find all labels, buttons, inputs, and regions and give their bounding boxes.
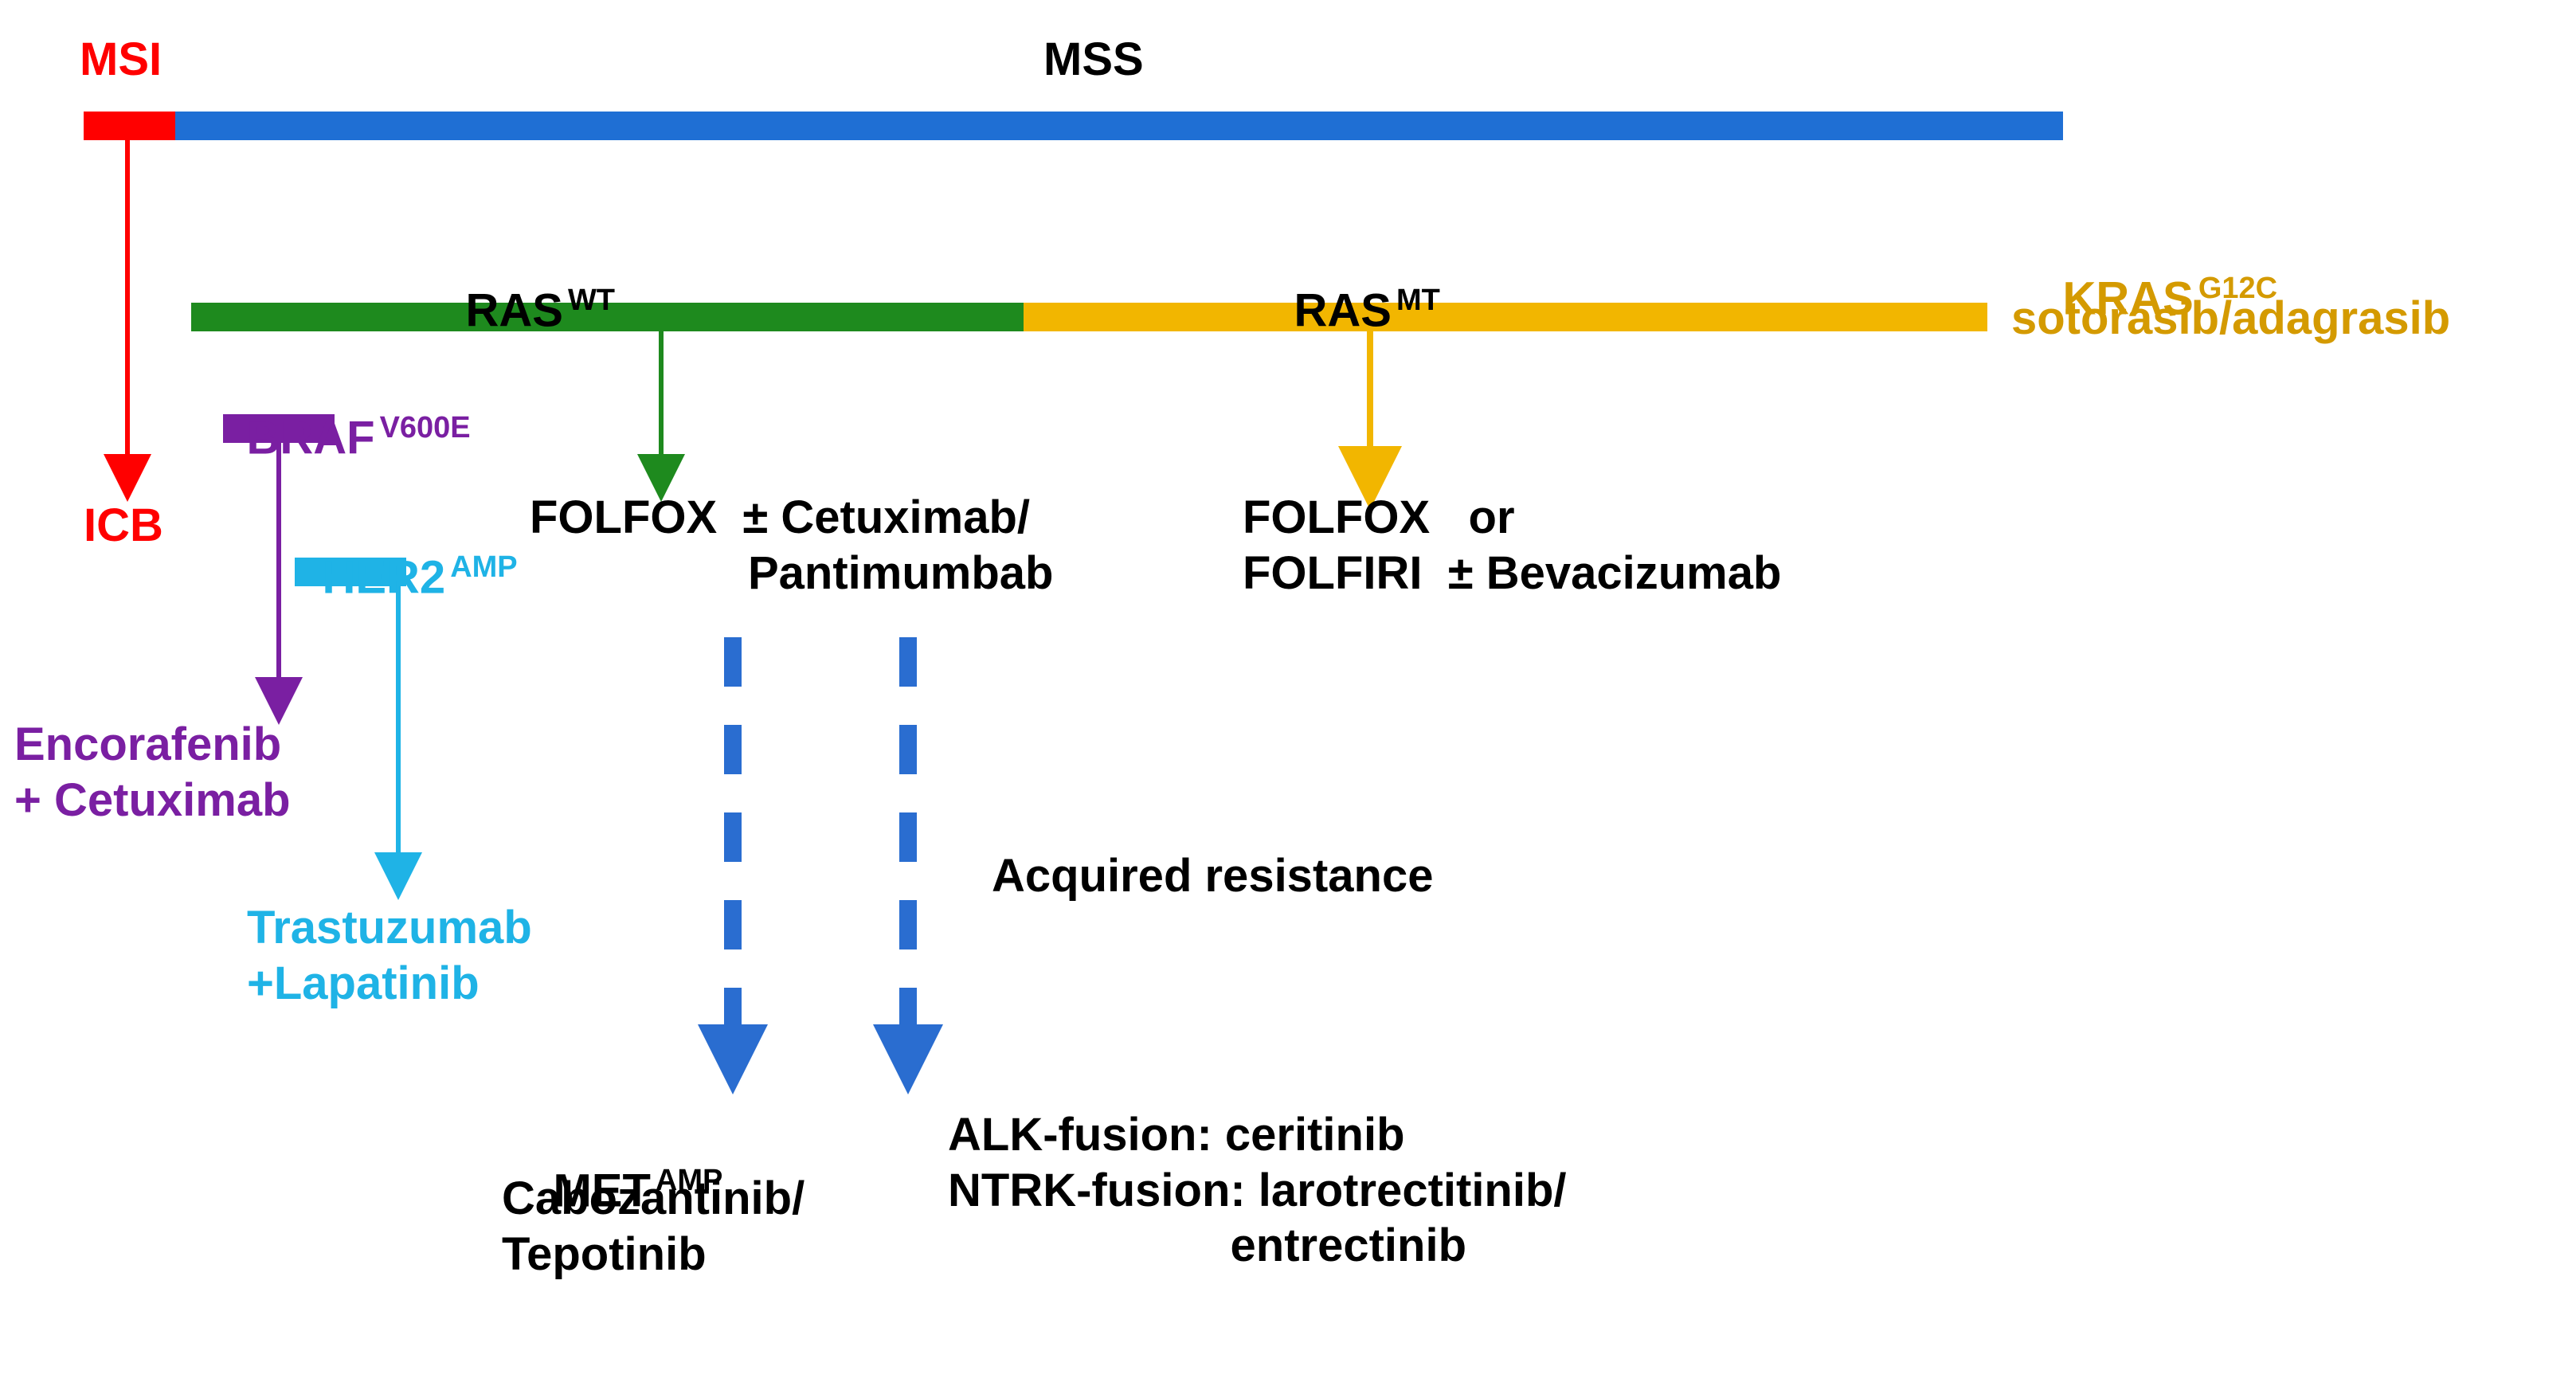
label-her2-sup: AMP <box>450 550 517 584</box>
label-msi: MSI <box>80 32 162 88</box>
label-acquired: Acquired resistance <box>992 848 1433 904</box>
label-alk: ALK-fusion: ceritinib NTRK-fusion: larot… <box>948 1107 1567 1274</box>
label-braf-base: BRAF <box>246 412 374 464</box>
label-braf-sup: V600E <box>380 411 471 444</box>
label-ras-wt-base: RAS <box>465 284 562 336</box>
label-trastuzumab: Trastuzumab +Lapatinib <box>247 900 532 1011</box>
label-ras-mt: RASMT <box>1243 227 1440 393</box>
label-met-drug: Cabozantinib/ Tepotinib <box>502 1171 805 1282</box>
label-folfox-wt: FOLFOX ± Cetuximab/ Pantimumbab <box>530 490 1053 601</box>
label-ras-wt-sup: WT <box>568 284 615 317</box>
label-her2-base: HER2 <box>322 551 445 603</box>
label-kras-drug: sotorasib/adagrasib <box>2011 291 2450 346</box>
label-folfox-mt: FOLFOX or FOLFIRI ± Bevacizumab <box>1243 490 1781 601</box>
label-ras-mt-sup: MT <box>1396 284 1440 317</box>
label-icb: ICB <box>84 498 163 554</box>
label-mss: MSS <box>1043 32 1144 88</box>
label-her2: HER2AMP <box>271 494 518 660</box>
label-ras-mt-base: RAS <box>1294 284 1391 336</box>
label-encorafenib: Encorafenib + Cetuximab <box>14 717 291 828</box>
